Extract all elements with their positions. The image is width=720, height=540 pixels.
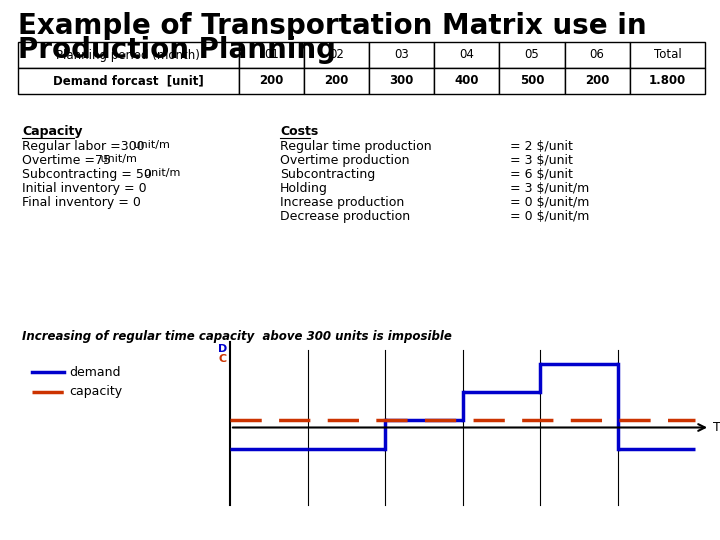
Text: 05: 05 — [525, 49, 539, 62]
Text: 200: 200 — [585, 75, 609, 87]
Text: 300: 300 — [390, 75, 414, 87]
Text: Planning period (month): Planning period (month) — [56, 49, 200, 62]
Text: 1.800: 1.800 — [649, 75, 686, 87]
Text: 500: 500 — [520, 75, 544, 87]
Text: 200: 200 — [324, 75, 348, 87]
Bar — [630, 42, 705, 68]
Text: = 3 $/unit: = 3 $/unit — [510, 154, 573, 167]
Bar — [369, 42, 434, 68]
Text: 03: 03 — [395, 49, 409, 62]
Text: Production Planning: Production Planning — [18, 36, 336, 64]
Text: Decrease production: Decrease production — [280, 210, 410, 223]
Bar — [564, 68, 630, 94]
Text: Costs: Costs — [280, 125, 318, 138]
Text: Holding: Holding — [280, 182, 328, 195]
Bar — [564, 42, 630, 68]
Text: unit/m: unit/m — [137, 168, 181, 178]
Text: 01: 01 — [264, 49, 279, 62]
Text: = 2 $/unit: = 2 $/unit — [510, 140, 573, 153]
Text: Regular labor =300: Regular labor =300 — [22, 140, 145, 153]
Text: 02: 02 — [329, 49, 344, 62]
Text: capacity: capacity — [69, 386, 122, 399]
Text: Example of Transportation Matrix use in: Example of Transportation Matrix use in — [18, 12, 647, 40]
Text: Overtime production: Overtime production — [280, 154, 410, 167]
Text: 200: 200 — [259, 75, 284, 87]
Text: = 6 $/unit: = 6 $/unit — [510, 168, 573, 181]
Text: 06: 06 — [590, 49, 605, 62]
Bar — [630, 68, 705, 94]
Text: demand: demand — [69, 366, 120, 379]
Text: Capacity: Capacity — [22, 125, 83, 138]
Bar — [369, 68, 434, 94]
Bar — [500, 42, 564, 68]
Text: Subcontracting: Subcontracting — [280, 168, 375, 181]
Text: C: C — [219, 354, 227, 364]
Bar — [18, 42, 238, 68]
Text: Increase production: Increase production — [280, 196, 404, 209]
Text: = 0 $/unit/m: = 0 $/unit/m — [510, 210, 590, 223]
Text: Initial inventory = 0: Initial inventory = 0 — [22, 182, 147, 195]
Text: Increasing of regular time capacity  above 300 units is imposible: Increasing of regular time capacity abov… — [22, 330, 452, 343]
Bar — [434, 68, 500, 94]
Text: Time: Time — [713, 421, 720, 434]
Text: unit/m: unit/m — [130, 140, 170, 150]
Text: 400: 400 — [454, 75, 479, 87]
Text: Demand forcast  [unit]: Demand forcast [unit] — [53, 75, 204, 87]
Text: = 3 $/unit/m: = 3 $/unit/m — [510, 182, 589, 195]
Text: D: D — [217, 344, 227, 354]
Bar — [18, 68, 238, 94]
Bar — [304, 68, 369, 94]
Bar — [434, 42, 500, 68]
Text: = 0 $/unit/m: = 0 $/unit/m — [510, 196, 590, 209]
Text: Overtime =75: Overtime =75 — [22, 154, 111, 167]
Text: unit/m: unit/m — [97, 154, 137, 164]
Text: Subcontracting = 50: Subcontracting = 50 — [22, 168, 152, 181]
Text: 04: 04 — [459, 49, 474, 62]
Bar — [304, 42, 369, 68]
Bar — [500, 68, 564, 94]
Text: Final inventory = 0: Final inventory = 0 — [22, 196, 141, 209]
Text: Total: Total — [654, 49, 681, 62]
Bar — [238, 68, 304, 94]
Text: Regular time production: Regular time production — [280, 140, 431, 153]
Bar — [238, 42, 304, 68]
